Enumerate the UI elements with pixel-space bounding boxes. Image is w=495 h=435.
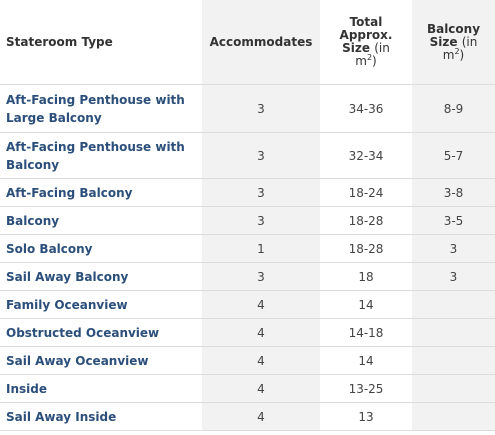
accommodates-cell: 4 bbox=[202, 290, 320, 319]
balcony-size-cell: 3 bbox=[412, 262, 495, 291]
header-balcony-unit-b: m bbox=[442, 47, 455, 62]
accommodates-cell: 4 bbox=[202, 402, 320, 431]
stateroom-type-cell: Sail Away Inside bbox=[0, 402, 202, 431]
header-total-size-unit-c: ) bbox=[372, 54, 377, 68]
accommodates-cell: 3 bbox=[202, 206, 320, 235]
total-size-cell: 13 bbox=[320, 402, 412, 431]
accommodates-cell: 4 bbox=[202, 374, 320, 403]
table-row: Solo Balcony 1 18-28 3 bbox=[0, 234, 495, 263]
header-total-size-unit-a: (in bbox=[374, 41, 390, 55]
header-balcony-line1: Balcony bbox=[426, 21, 481, 36]
stateroom-type-cell: Sail Away Oceanview bbox=[0, 346, 202, 375]
header-balcony-unit-a: (in bbox=[461, 34, 478, 49]
accommodates-cell: 3 bbox=[202, 84, 320, 133]
stateroom-type-cell: Solo Balcony bbox=[0, 234, 202, 263]
balcony-size-cell bbox=[412, 346, 495, 375]
stateroom-type-cell: Sail Away Balcony bbox=[0, 262, 202, 291]
table-row: Aft-Facing Penthouse with Balcony 3 32-3… bbox=[0, 132, 495, 179]
header-accommodates: Accommodates bbox=[202, 0, 320, 85]
accommodates-cell: 1 bbox=[202, 234, 320, 263]
balcony-size-cell: 5-7 bbox=[412, 132, 495, 179]
table-row: Sail Away Balcony 3 18 3 bbox=[0, 262, 495, 291]
balcony-size-cell bbox=[412, 290, 495, 319]
table-row: Family Oceanview 4 14 bbox=[0, 290, 495, 319]
total-size-cell: 18-28 bbox=[320, 234, 412, 263]
total-size-cell: 13-25 bbox=[320, 374, 412, 403]
balcony-size-cell: 3 bbox=[412, 234, 495, 263]
header-stateroom-type: Stateroom Type bbox=[0, 0, 202, 85]
balcony-size-cell bbox=[412, 374, 495, 403]
total-size-cell: 32-34 bbox=[320, 132, 412, 179]
accommodates-cell: 3 bbox=[202, 178, 320, 207]
balcony-size-cell: 3-8 bbox=[412, 178, 495, 207]
header-balcony-line2: Size bbox=[429, 34, 458, 49]
stateroom-type-cell: Inside bbox=[0, 374, 202, 403]
header-total-size-unit-b: m bbox=[355, 54, 367, 68]
header-total-size: Total Approx. Size (in m2) bbox=[320, 0, 412, 85]
header-row: Stateroom Type Accommodates Total Approx… bbox=[0, 0, 495, 85]
header-total-size-line2: Approx. bbox=[339, 28, 393, 42]
balcony-size-cell: 3-5 bbox=[412, 206, 495, 235]
total-size-cell: 18-28 bbox=[320, 206, 412, 235]
total-size-cell: 18-24 bbox=[320, 178, 412, 207]
total-size-cell: 14-18 bbox=[320, 318, 412, 347]
header-balcony-size: Balcony Size (in m2) bbox=[412, 0, 495, 85]
accommodates-cell: 3 bbox=[202, 262, 320, 291]
table-row: Aft-Facing Penthouse with Large Balcony … bbox=[0, 84, 495, 133]
total-size-cell: 14 bbox=[320, 346, 412, 375]
total-size-cell: 34-36 bbox=[320, 84, 412, 133]
balcony-size-cell: 8-9 bbox=[412, 84, 495, 133]
table-row: Sail Away Inside 4 13 bbox=[0, 402, 495, 431]
table-row: Inside 4 13-25 bbox=[0, 374, 495, 403]
stateroom-type-cell: Aft-Facing Penthouse with Large Balcony bbox=[0, 84, 202, 133]
accommodates-cell: 4 bbox=[202, 346, 320, 375]
stateroom-type-cell: Balcony bbox=[0, 206, 202, 235]
total-size-cell: 18 bbox=[320, 262, 412, 291]
header-balcony-unit-sup: 2 bbox=[454, 46, 460, 56]
balcony-size-cell bbox=[412, 402, 495, 431]
header-total-size-line3: Size bbox=[342, 41, 371, 55]
table-row: Aft-Facing Balcony 3 18-24 3-8 bbox=[0, 178, 495, 207]
balcony-size-cell bbox=[412, 318, 495, 347]
table-row: Sail Away Oceanview 4 14 bbox=[0, 346, 495, 375]
stateroom-type-cell: Aft-Facing Balcony bbox=[0, 178, 202, 207]
stateroom-type-cell: Obstructed Oceanview bbox=[0, 318, 202, 347]
stateroom-type-cell: Aft-Facing Penthouse with Balcony bbox=[0, 132, 202, 179]
stateroom-type-cell: Family Oceanview bbox=[0, 290, 202, 319]
table-row: Balcony 3 18-28 3-5 bbox=[0, 206, 495, 235]
total-size-cell: 14 bbox=[320, 290, 412, 319]
header-balcony-unit-c: ) bbox=[459, 47, 465, 62]
accommodates-cell: 3 bbox=[202, 132, 320, 179]
accommodates-cell: 4 bbox=[202, 318, 320, 347]
header-total-size-unit-sup: 2 bbox=[366, 53, 373, 62]
header-total-size-line1: Total bbox=[349, 15, 383, 29]
table-row: Obstructed Oceanview 4 14-18 bbox=[0, 318, 495, 347]
